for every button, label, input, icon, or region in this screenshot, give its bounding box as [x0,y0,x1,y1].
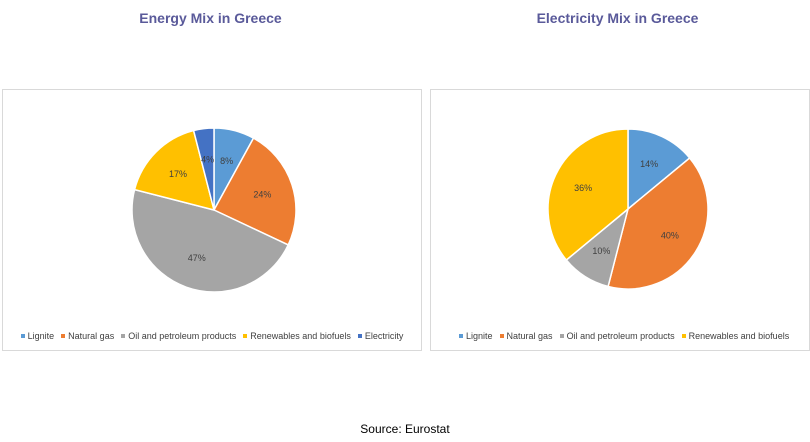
energy-mix-pie: 8% 24% 47% 17% 4% [131,127,297,293]
legend-swatch-icon [499,334,504,338]
legend-swatch-icon [559,334,564,338]
legend-swatch-icon [61,334,66,338]
pie-slice-lignite [627,128,691,211]
legend-label: Renewables and biofuels [688,331,790,341]
electricity-mix-legend: Lignite Natural gas Oil and petroleum prod… [459,331,807,341]
legend-item-lignite: Lignite [20,331,55,341]
data-label-oil-and-petroleum-products: 47% [188,253,206,263]
legend-item-electricity: Electricity [357,331,404,341]
legend-label: Natural gas [68,331,115,341]
chart-title-energy-mix: Energy Mix in Greece [139,10,282,26]
legend-item-renewables-and-biofuels: Renewables and biofuels [681,331,790,341]
legend-item-natural-gas: Natural gas [499,331,553,341]
pie-slice-renewables-and-biofuels [547,128,629,262]
data-label-natural-gas: 40% [661,231,679,241]
legend-item-natural-gas: Natural gas [61,331,114,341]
legend-item-lignite: Lignite [459,331,493,341]
electricity-mix-chart-panel: 14% 40% 10% 36% Lignite Natural gas Oil and p… [430,89,810,351]
pie-slice-electricity [192,127,215,211]
legend-item-oil-and-petroleum-products: Oil and petroleum products [559,331,675,341]
pie-slice-oil-and-petroleum-products [131,188,290,293]
electricity-mix-pie: 14% 40% 10% 36% [547,128,709,290]
legend-swatch-icon [243,334,248,338]
data-label-electricity: 4% [201,155,214,165]
data-label-lignite: 8% [220,156,233,166]
data-label-oil-and-petroleum-products: 10% [592,246,610,256]
data-label-renewables-and-biofuels: 17% [169,169,187,179]
chart-title-electricity-mix: Electricity Mix in Greece [536,10,699,26]
legend-item-renewables-and-biofuels: Renewables and biofuels [243,331,351,341]
legend-label: Renewables and biofuels [250,331,351,341]
source-note: Source: Eurostat [360,422,450,436]
pie-slice-renewables-and-biofuels [133,129,216,212]
legend-label: Electricity [364,331,404,341]
legend-item-oil-and-petroleum-products: Oil and petroleum products [121,331,236,341]
legend-label: Oil and petroleum products [566,331,675,341]
legend-swatch-icon [681,334,686,338]
energy-mix-chart-panel: 8% 24% 47% 17% 4% Lignite Natural gas Oil and … [2,89,422,351]
data-label-renewables-and-biofuels: 36% [574,183,592,193]
pie-slice-natural-gas [607,156,709,290]
energy-mix-legend: Lignite Natural gas Oil and petroleum prod… [3,331,421,341]
pie-slice-natural-gas [212,137,297,246]
data-label-lignite: 14% [640,159,658,169]
legend-swatch-icon [121,334,126,338]
legend-swatch-icon [357,334,362,338]
legend-swatch-icon [20,334,25,338]
legend-label: Natural gas [506,331,553,341]
legend-swatch-icon [459,334,463,338]
legend-label: Lignite [466,331,493,341]
legend-label: Lignite [27,331,55,341]
data-label-natural-gas: 24% [253,189,271,199]
legend-label: Oil and petroleum products [128,331,237,341]
